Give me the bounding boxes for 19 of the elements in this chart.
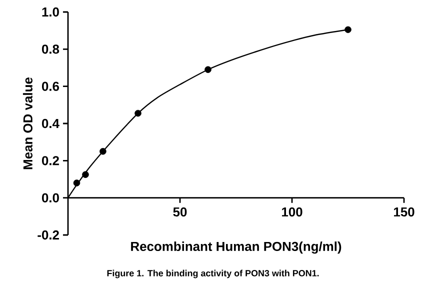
x-tick-label: 150 bbox=[394, 207, 414, 217]
point bbox=[204, 66, 212, 73]
y-tick-label: 0.6 bbox=[42, 82, 60, 91]
x-axis-title: Recombinant Human PON3(ng/ml) bbox=[131, 242, 342, 254]
y-tick-label: -0.2 bbox=[38, 230, 59, 240]
point bbox=[344, 26, 352, 34]
point bbox=[100, 148, 106, 155]
y-tick-label: 0.4 bbox=[42, 118, 60, 128]
y-tick-label: 0.2 bbox=[42, 156, 59, 166]
y-axis-title: Mean OD value bbox=[22, 78, 32, 170]
point bbox=[82, 171, 89, 178]
x-tick-label: 100 bbox=[282, 207, 302, 217]
y-tick-label: 0.0 bbox=[42, 193, 59, 202]
y-tick-label: 0.8 bbox=[42, 44, 60, 54]
x-tick-label: 50 bbox=[173, 207, 187, 217]
y-tick-label: 1.0 bbox=[42, 7, 59, 17]
point bbox=[73, 180, 80, 186]
caption: Figure 1. The binding activity of PON3 with PON1. bbox=[107, 270, 319, 278]
point bbox=[134, 110, 142, 117]
